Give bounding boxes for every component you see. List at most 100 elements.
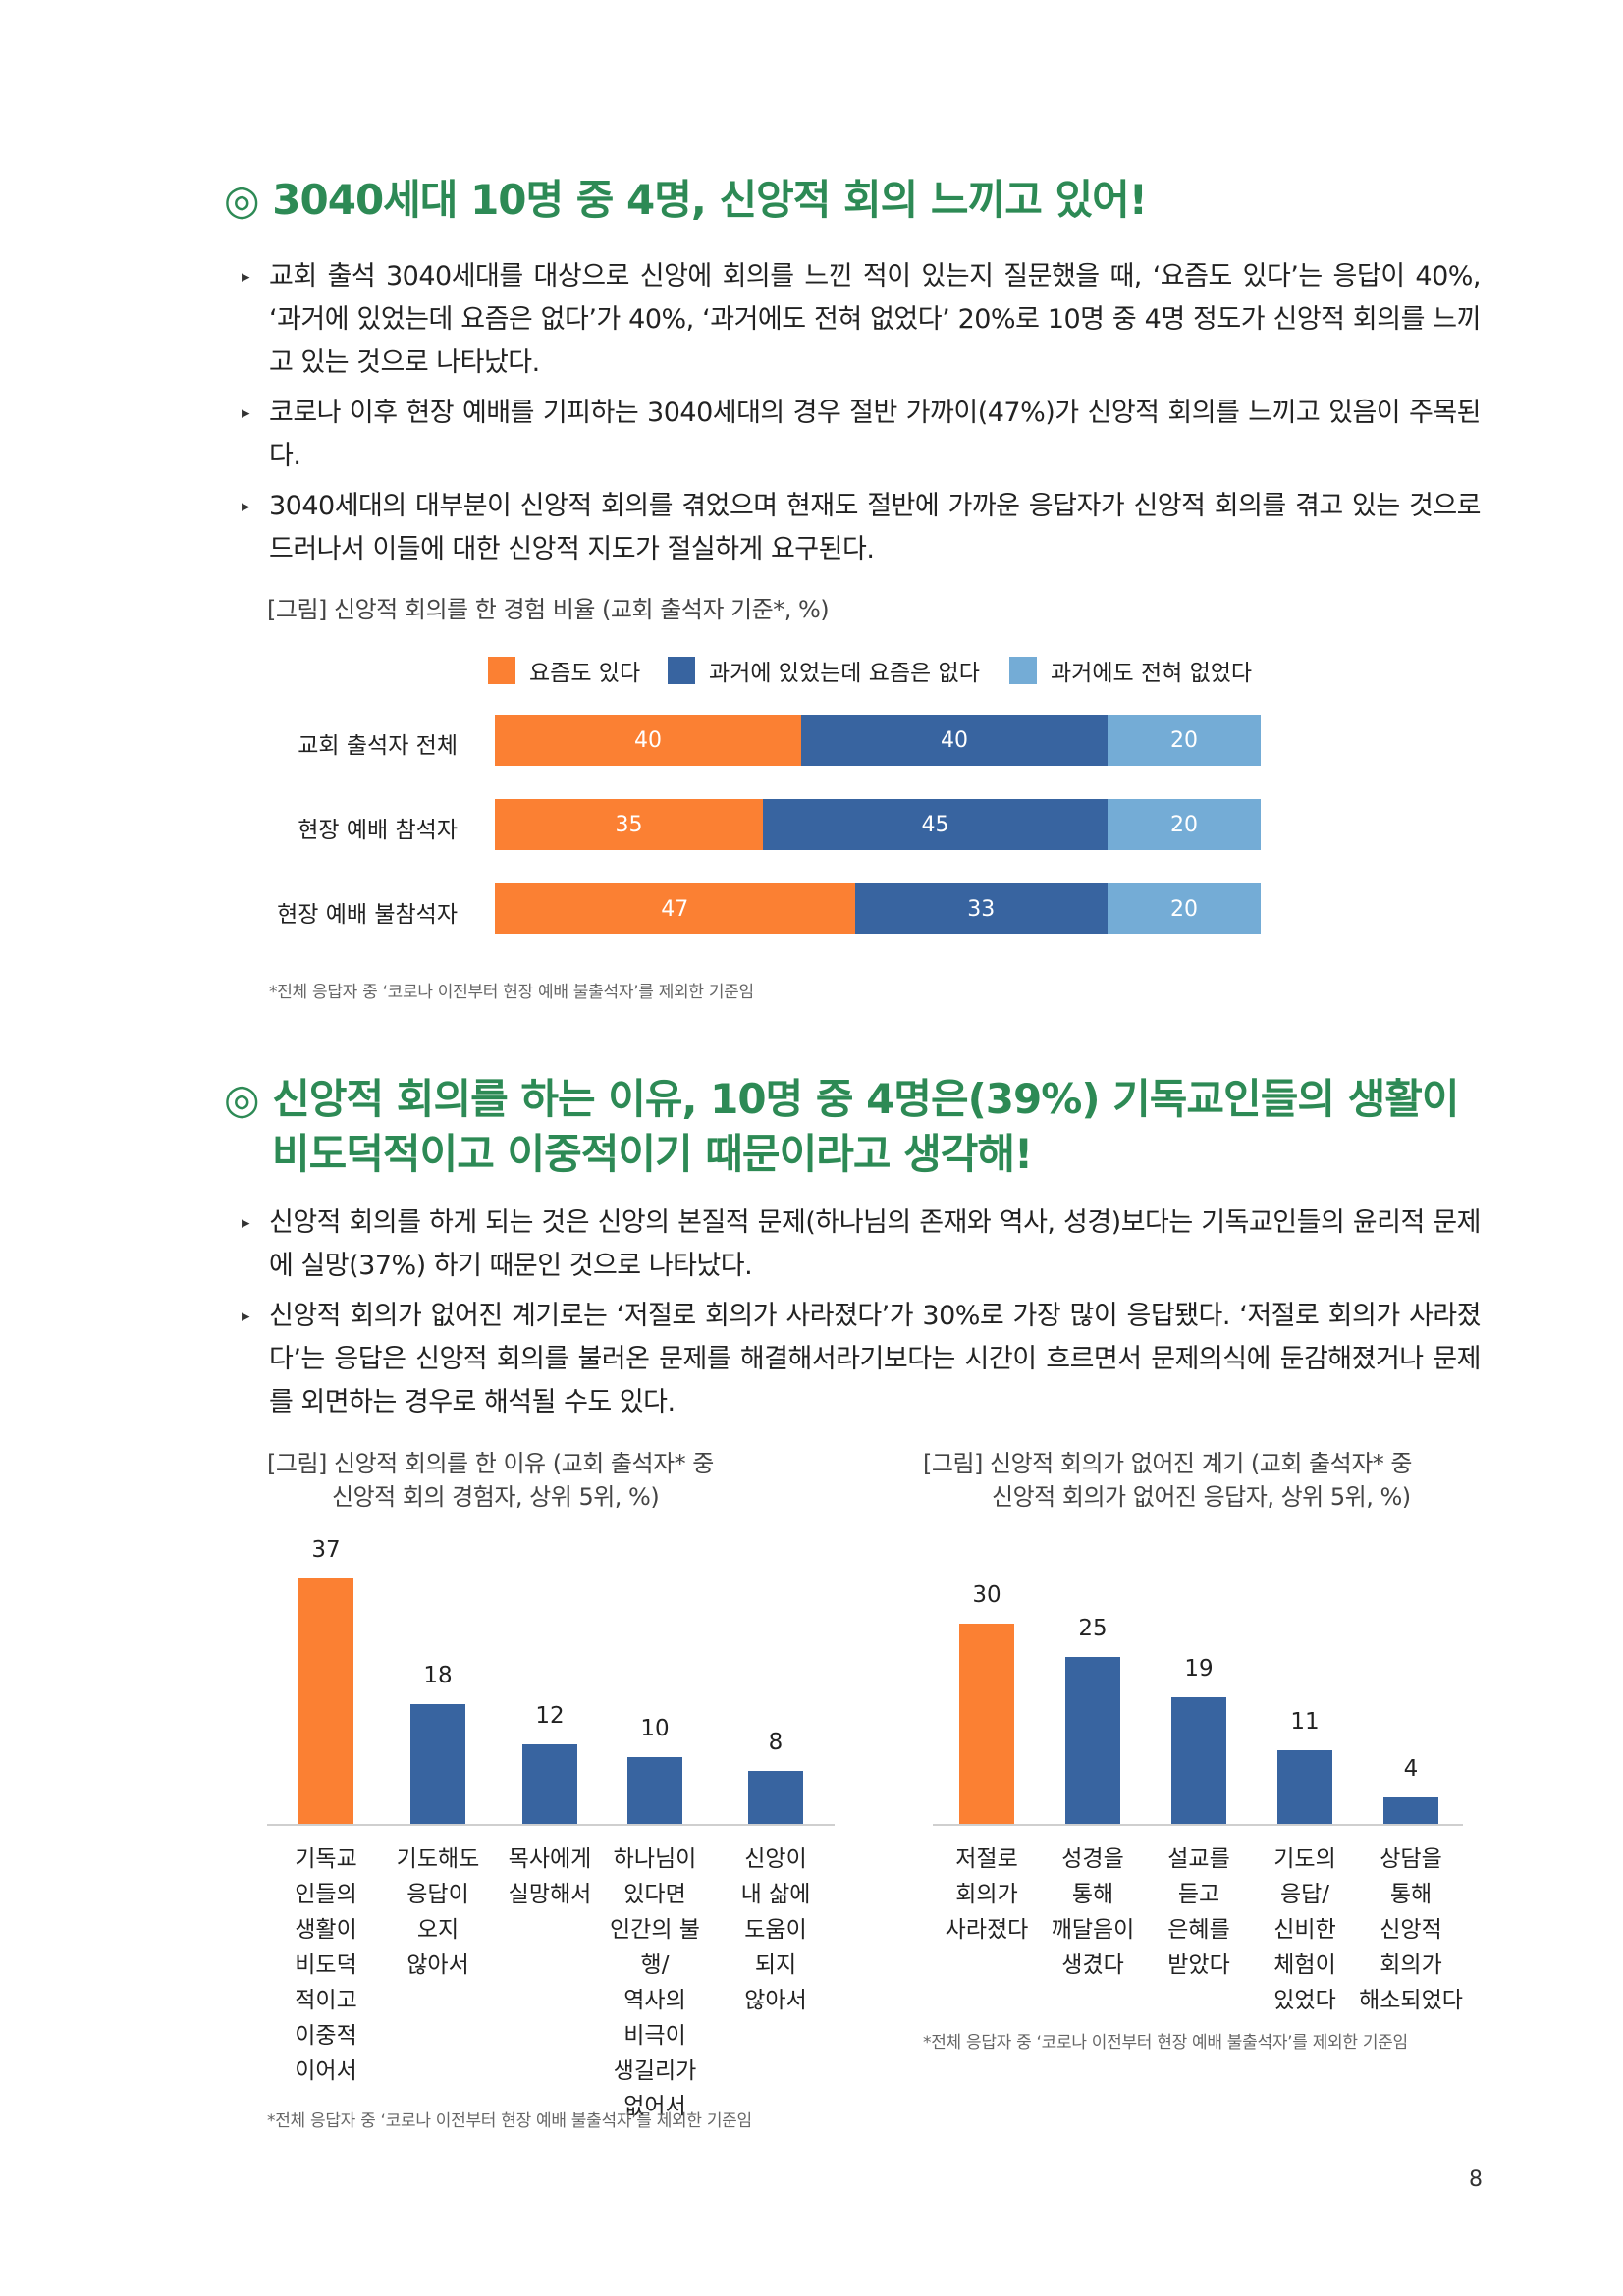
bar-segment: 20 — [1108, 715, 1261, 766]
section1-bullet-3: 3040세대의 대부분이 신앙적 회의를 겪었으며 현재도 절반에 가까운 응답… — [242, 485, 1482, 571]
figure3-note: *전체 응답자 중 ‘코로나 이전부터 현장 예배 불출석자’를 제외한 기준임 — [923, 2033, 1408, 2053]
legend-item: 과거에 있었는데 요즘은 없다 — [668, 656, 980, 686]
row-label: 현장 예배 불참석자 — [277, 902, 458, 928]
category-label-line: 도움이 — [744, 1917, 807, 1943]
bar-segment: 33 — [854, 883, 1108, 934]
data-label: 37 — [311, 1537, 341, 1563]
row-label: 교회 출석자 전체 — [298, 733, 458, 759]
bar-segment: 20 — [1108, 799, 1261, 850]
category-label: 목사에게 실망해서 — [491, 1842, 609, 1912]
data-label: 12 — [535, 1702, 565, 1729]
category-label-line: 저절로 — [955, 1846, 1018, 1872]
bar-segment: 40 — [495, 715, 801, 766]
category-label-line: 실망해서 — [508, 1882, 592, 1907]
section1-bullet-2: 코로나 이후 현장 예배를 기피하는 3040세대의 경우 절반 가까이(47%… — [242, 392, 1482, 478]
category-label-line: 상담을 — [1380, 1846, 1442, 1872]
legend-swatch — [1009, 657, 1037, 684]
category-label-line: 이어서 — [295, 2058, 357, 2084]
bar — [1065, 1657, 1120, 1824]
data-label: 4 — [1403, 1755, 1419, 1782]
data-label: 30 — [972, 1582, 1001, 1608]
category-label-line: 받았다 — [1167, 1952, 1230, 1978]
category-label-line: 생겼다 — [1061, 1952, 1124, 1978]
category-label-line: 않아서 — [744, 1988, 807, 2013]
legend-label: 요즘도 있다 — [529, 661, 641, 686]
section1-bullets: 교회 출석 3040세대를 대상으로 신앙에 회의를 느낀 적이 있는지 질문했… — [242, 255, 1482, 578]
bar — [627, 1757, 682, 1824]
category-label-line: 하나님이 — [613, 1846, 697, 1872]
category-label-line: 통해 — [1389, 1882, 1433, 1907]
bar-segment: 35 — [495, 799, 763, 850]
data-label: 18 — [423, 1663, 453, 1689]
category-label-line: 해소되었다 — [1359, 1988, 1463, 2013]
figure2-caption-line1: [그림] 신앙적 회의를 한 이유 (교회 출석자* 중 — [267, 1450, 714, 1477]
figure3-caption-line1: [그림] 신앙적 회의가 없어진 계기 (교회 출석자* 중 — [923, 1450, 1413, 1477]
bar — [522, 1743, 577, 1824]
figure1-caption: [그림] 신앙적 회의를 한 경험 비율 (교회 출석자 기준*, %) — [267, 596, 830, 623]
category-label-line: 깨달음이 — [1051, 1917, 1135, 1943]
category-label-line: 기독교 — [295, 1846, 357, 1872]
legend-swatch — [488, 657, 515, 684]
bar — [410, 1704, 465, 1824]
category-label-line: 체험이 — [1273, 1952, 1336, 1978]
category-label-line: 통해 — [1071, 1882, 1114, 1907]
category-label-line: 이중적 — [295, 2023, 357, 2049]
category-label-line: 설교를 — [1167, 1846, 1230, 1872]
category-label-line: 있다면 — [623, 1882, 686, 1907]
figure1-note: *전체 응답자 중 ‘코로나 이전부터 현장 예배 불출석자’를 제외한 기준임 — [269, 983, 754, 1002]
section2-title-line1: ◎ 신앙적 회의를 하는 이유, 10명 중 4명은(39%) 기독교인들의 생… — [224, 1075, 1460, 1123]
data-label: 11 — [1290, 1709, 1320, 1735]
row-label: 현장 예배 참석자 — [298, 818, 458, 843]
category-label-line: 역사의 — [623, 1988, 686, 2013]
category-label-line: 듣고 — [1177, 1882, 1220, 1907]
bar — [1277, 1750, 1332, 1824]
category-label-line: 사라졌다 — [945, 1917, 1029, 1943]
data-label: 10 — [640, 1716, 670, 1742]
bar — [748, 1770, 803, 1824]
category-label-line: 되지 — [754, 1952, 797, 1978]
category-label-line: 비도덕 — [295, 1952, 357, 1978]
category-label-line: 인간의 불행/ — [610, 1917, 700, 1978]
category-label-line: 응답/ — [1279, 1882, 1330, 1907]
section1-title: ◎ 3040세대 10명 중 4명, 신앙적 회의 느끼고 있어! — [224, 176, 1148, 224]
category-label-line: 인들의 — [295, 1882, 357, 1907]
section2-bullet-2: 신앙적 회의가 없어진 계기로는 ‘저절로 회의가 사라졌다’가 30%로 가장… — [242, 1295, 1482, 1424]
bar — [959, 1624, 1014, 1824]
bar — [1171, 1696, 1226, 1824]
category-label-line: 없어서 — [623, 2094, 686, 2119]
bar-segment: 45 — [763, 799, 1108, 850]
page-number: 8 — [1469, 2167, 1483, 2192]
data-label: 19 — [1184, 1655, 1214, 1682]
category-label-line: 성경을 — [1061, 1846, 1124, 1872]
category-label-line: 응답이 — [406, 1882, 469, 1907]
x-axis-line — [267, 1824, 835, 1826]
legend-item: 요즘도 있다 — [488, 656, 641, 686]
category-label-line: 적이고 — [295, 1988, 357, 2013]
category-label-line: 신비한 — [1273, 1917, 1336, 1943]
section1-bullet-1: 교회 출석 3040세대를 대상으로 신앙에 회의를 느낀 적이 있는지 질문했… — [242, 255, 1482, 385]
category-label-line: 않아서 — [406, 1952, 469, 1978]
legend-label: 과거에 있었는데 요즘은 없다 — [709, 661, 980, 686]
bar-segment: 40 — [801, 715, 1108, 766]
section2-bullets: 신앙적 회의를 하게 되는 것은 신앙의 본질적 문제(하나님의 존재와 역사,… — [242, 1201, 1482, 1431]
category-label-line: 신앙적 — [1380, 1917, 1442, 1943]
category-label: 하나님이 있다면 인간의 불행/역사의 비극이 생길리가 없어서 — [596, 1842, 714, 2124]
category-label-line: 회의가 — [955, 1882, 1018, 1907]
bar — [298, 1578, 353, 1824]
category-label-line: 생활이 — [295, 1917, 357, 1943]
category-label-line: 신앙이 — [744, 1846, 807, 1872]
section2-bullet-1: 신앙적 회의를 하게 되는 것은 신앙의 본질적 문제(하나님의 존재와 역사,… — [242, 1201, 1482, 1288]
category-label-line: 있었다 — [1273, 1988, 1336, 2013]
bar-segment: 47 — [495, 883, 855, 934]
section2-title-line2: 비도덕적이고 이중적이기 때문이라고 생각해! — [272, 1130, 1033, 1178]
category-label-line: 기도의 — [1273, 1846, 1336, 1872]
category-label-line: 생길리가 — [613, 2058, 697, 2084]
data-label: 8 — [768, 1729, 784, 1755]
legend-swatch — [668, 657, 695, 684]
category-label-line: 은혜를 — [1167, 1917, 1230, 1943]
category-label-line: 기도해도 — [396, 1846, 480, 1872]
